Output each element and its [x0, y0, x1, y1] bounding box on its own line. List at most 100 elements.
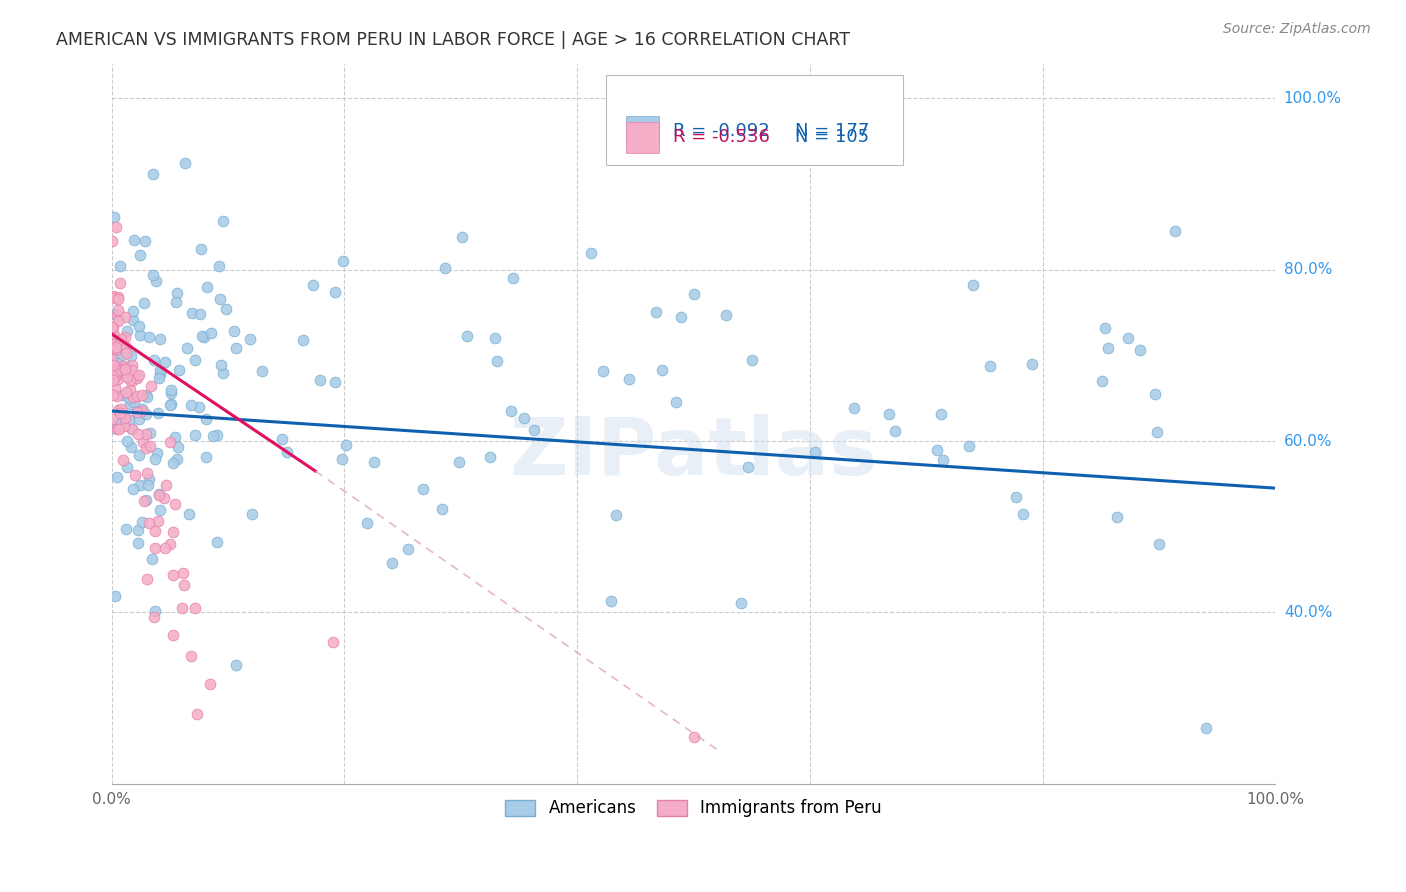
Point — [114, 310, 136, 325]
Point — [118, 413, 141, 427]
Text: N = 105: N = 105 — [794, 128, 869, 146]
Point — [127, 405, 149, 419]
Point — [101, 289, 124, 303]
Text: 60.0%: 60.0% — [1284, 434, 1333, 449]
Point — [1011, 507, 1033, 521]
Point — [1164, 224, 1187, 238]
Point — [114, 330, 136, 344]
Point — [101, 320, 124, 334]
Point — [186, 707, 208, 722]
Point — [122, 312, 145, 326]
Point — [112, 453, 135, 467]
Point — [271, 432, 294, 446]
Point — [484, 331, 506, 345]
Point — [112, 419, 135, 434]
Point — [176, 341, 198, 355]
Text: AMERICAN VS IMMIGRANTS FROM PERU IN LABOR FORCE | AGE > 16 CORRELATION CHART: AMERICAN VS IMMIGRANTS FROM PERU IN LABO… — [56, 31, 851, 49]
Text: R = -0.092: R = -0.092 — [672, 122, 769, 140]
Point — [103, 358, 125, 372]
Point — [665, 394, 688, 409]
Point — [149, 502, 172, 516]
Point — [412, 482, 434, 496]
Point — [193, 330, 215, 344]
Point — [136, 467, 159, 481]
Point — [101, 235, 124, 249]
Point — [107, 417, 129, 431]
Point — [188, 307, 211, 321]
Point — [122, 233, 145, 247]
Point — [160, 396, 183, 410]
Point — [737, 459, 759, 474]
Point — [125, 404, 148, 418]
Point — [131, 402, 153, 417]
Point — [166, 452, 188, 467]
Point — [194, 450, 217, 464]
FancyBboxPatch shape — [626, 122, 658, 153]
Point — [135, 426, 157, 441]
Point — [162, 628, 184, 642]
Point — [212, 214, 235, 228]
Point — [105, 308, 128, 322]
Point — [200, 326, 222, 341]
Point — [335, 438, 357, 452]
Point — [103, 356, 125, 370]
Point — [139, 439, 162, 453]
Point — [112, 387, 135, 401]
Point — [239, 332, 262, 346]
Point — [932, 453, 955, 467]
Point — [682, 730, 704, 744]
Point — [381, 556, 404, 570]
Point — [929, 407, 952, 421]
Point — [135, 387, 157, 401]
Point — [184, 428, 207, 442]
Point — [122, 391, 145, 405]
Point — [1094, 321, 1116, 335]
Point — [107, 302, 129, 317]
Point — [104, 589, 127, 603]
Point — [619, 372, 641, 386]
Point — [447, 455, 470, 469]
Point — [162, 456, 184, 470]
Point — [332, 253, 354, 268]
Point — [135, 441, 157, 455]
Point — [302, 277, 325, 292]
Point — [114, 411, 136, 425]
Point — [115, 385, 138, 400]
Point — [184, 601, 207, 615]
Point — [165, 294, 187, 309]
Point — [136, 390, 159, 404]
Point — [107, 292, 129, 306]
Point — [430, 502, 453, 516]
Point — [125, 389, 148, 403]
Point — [883, 424, 905, 438]
Point — [148, 371, 170, 385]
Point — [114, 362, 136, 376]
Point — [165, 429, 187, 443]
Point — [101, 342, 124, 356]
Point — [127, 371, 149, 385]
Point — [104, 363, 127, 377]
Point — [330, 452, 353, 467]
Point — [172, 566, 194, 581]
Point — [128, 411, 150, 425]
Point — [167, 363, 190, 377]
Point — [127, 426, 149, 441]
Point — [145, 274, 167, 288]
Point — [141, 552, 163, 566]
Point — [128, 448, 150, 462]
Point — [225, 341, 247, 355]
Point — [605, 508, 627, 522]
Point — [207, 259, 229, 273]
Point — [363, 455, 385, 469]
Point — [645, 304, 668, 318]
Point — [143, 524, 166, 538]
Point — [104, 366, 127, 380]
Point — [127, 368, 149, 383]
Point — [195, 279, 218, 293]
Point — [209, 293, 232, 307]
Point — [135, 408, 157, 422]
Point — [101, 373, 124, 387]
Point — [103, 336, 125, 351]
Point — [103, 327, 125, 342]
Point — [1195, 721, 1218, 735]
